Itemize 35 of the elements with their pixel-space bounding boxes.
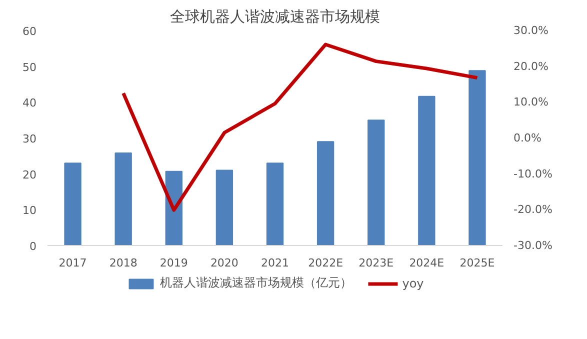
bar [266,162,284,246]
y2-tick-label: -20.0% [514,203,552,216]
y2-tick-label: -30.0% [514,239,552,252]
legend-label: yoy [402,276,424,290]
y-tick-label: 30 [22,132,37,146]
x-tick-label: 2017 [58,256,87,270]
chart-title: 全球机器人谐波减速器市场规模 [170,8,380,26]
y-tick-label: 50 [22,60,37,74]
x-tick-label: 2022E [308,256,344,270]
bar [64,162,82,246]
y2-tick-label: -10.0% [514,167,552,180]
bar [468,70,486,246]
y-tick-label: 60 [22,25,37,38]
x-tick-label: 2018 [109,256,138,270]
x-tick-label: 2020 [210,256,238,270]
y-tick-label: 40 [22,96,37,110]
y2-tick-label: 20.0% [514,60,548,73]
x-tick-label: 2024E [409,256,444,270]
bar [316,141,334,246]
y-tick-label: 20 [22,168,37,182]
x-tick-label: 2021 [261,256,290,270]
line-series [122,42,479,212]
x-tick-label: 2025E [460,256,495,270]
y-tick-label: 0 [30,240,36,253]
x-tick-label: 2019 [160,256,188,270]
bar [418,96,436,246]
bar [114,152,132,246]
y2-tick-label: 10.0% [514,96,548,109]
y2-tick-label: 0.0% [514,132,542,144]
y-tick-label: 10 [22,204,37,218]
x-tick-label: 2023E [358,256,394,270]
y2-tick-label: 30.0% [514,24,548,37]
legend-label: 机器人谐波减速器市场规模（亿元） [160,274,352,292]
bar [368,120,385,246]
bar [216,170,234,246]
